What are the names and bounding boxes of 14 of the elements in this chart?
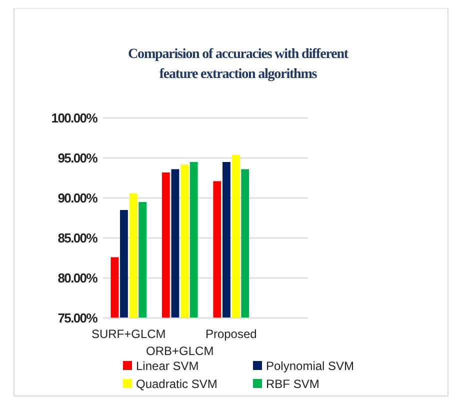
legend-label: RBF SVM xyxy=(266,377,320,391)
y-tick-label: 75.00% xyxy=(58,310,98,326)
y-tick-label: 80.00% xyxy=(58,270,98,286)
legend-label: Linear SVM xyxy=(136,359,199,373)
y-tick-label: 85.00% xyxy=(58,230,98,246)
x-tick-label: Proposed xyxy=(205,327,257,341)
legend-label: Polynomial SVM xyxy=(266,359,354,373)
y-tick-label: 95.00% xyxy=(58,150,98,166)
x-tick-label: ORB+GLCM xyxy=(146,344,214,358)
y-tick-label: 90.00% xyxy=(58,190,98,206)
chart-title: Comparision of accuracies with different feature extraction algorithms xyxy=(128,47,349,82)
y-tick-label: 100.00% xyxy=(51,110,98,126)
legend-label: Quadratic SVM xyxy=(136,377,218,391)
x-tick-label: SURF+GLCM xyxy=(91,327,166,341)
